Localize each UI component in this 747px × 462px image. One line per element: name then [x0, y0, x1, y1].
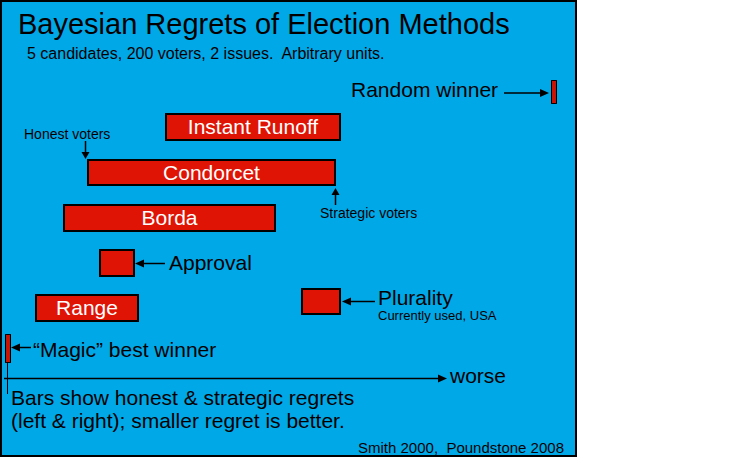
- bar-approval: [99, 249, 135, 277]
- random-winner-label: Random winner: [351, 78, 498, 102]
- honest-voters-arrow-icon: [80, 141, 91, 160]
- magic-best-winner-arrow-icon: [11, 342, 32, 353]
- bar-condorcet: Condorcet: [87, 159, 336, 186]
- bar-instant-runoff-label: Instant Runoff: [188, 115, 318, 139]
- chart-panel: Bayesian Regrets of Election Methods 5 c…: [0, 0, 577, 457]
- bar-condorcet-label: Condorcet: [163, 161, 260, 185]
- credit-line: Smith 2000, Poundstone 2008: [358, 439, 564, 456]
- bar-range: Range: [35, 294, 139, 322]
- bar-borda-label: Borda: [141, 206, 197, 230]
- caption: Bars show honest & strategic regrets (le…: [11, 386, 354, 432]
- worse-label: worse: [450, 364, 506, 388]
- plurality-label: Plurality: [378, 286, 453, 310]
- approval-arrow-icon: [135, 258, 166, 269]
- caption-line2: (left & right); smaller regret is better…: [11, 409, 354, 432]
- plurality-note: Currently used, USA: [378, 308, 497, 323]
- bar-instant-runoff: Instant Runoff: [165, 113, 341, 141]
- magic-best-winner-label: “Magic” best winner: [33, 338, 216, 362]
- approval-label: Approval: [169, 251, 252, 275]
- random-winner-tick: [551, 80, 557, 104]
- caption-line1: Bars show honest & strategic regrets: [11, 386, 354, 409]
- chart-title: Bayesian Regrets of Election Methods: [18, 8, 510, 41]
- chart-subtitle: 5 candidates, 200 voters, 2 issues. Arbi…: [27, 45, 385, 63]
- worse-axis-arrow-icon: [4, 372, 450, 385]
- bar-borda: Borda: [63, 204, 276, 232]
- bar-plurality: [301, 288, 341, 315]
- plurality-arrow-icon: [342, 296, 376, 307]
- strategic-voters-label: Strategic voters: [320, 205, 417, 221]
- bar-range-label: Range: [56, 296, 118, 320]
- honest-voters-label: Honest voters: [24, 126, 110, 142]
- chart-canvas: Bayesian Regrets of Election Methods 5 c…: [0, 0, 747, 462]
- random-winner-arrow-icon: [504, 87, 550, 99]
- strategic-voters-arrow-icon: [330, 188, 341, 206]
